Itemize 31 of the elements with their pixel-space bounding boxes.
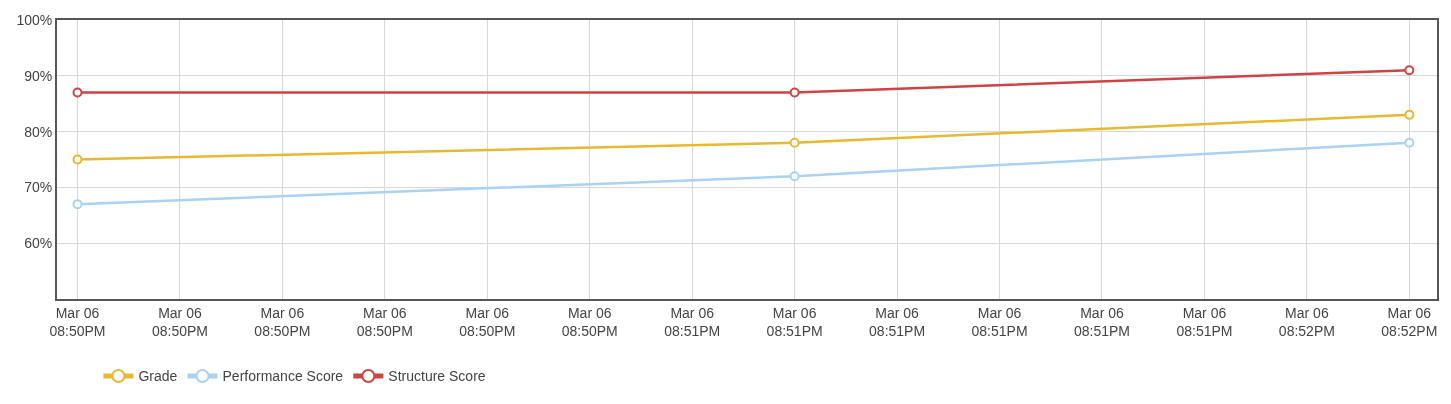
- x-tick-label: Mar 06 08:51PM: [1073, 304, 1131, 339]
- x-tick-label: Mar 06 08:51PM: [971, 304, 1028, 339]
- x-tick-label: Mar 06 08:51PM: [766, 304, 823, 339]
- x-tick-label: Mar 06 08:50PM: [356, 304, 413, 339]
- legend-label: Grade: [138, 368, 178, 385]
- x-tick-label: Mar 06 08:50PM: [151, 304, 208, 339]
- x-tick-label: Mar 06 08:52PM: [1278, 304, 1335, 339]
- point: [1404, 65, 1415, 76]
- y-tick-label: 100%: [16, 11, 53, 28]
- x-tick-label: Mar 06 08:50PM: [49, 304, 106, 339]
- point: [789, 171, 800, 182]
- x-tick-label: Mar 06 08:50PM: [459, 304, 516, 339]
- x-tick-label: Mar 06 08:50PM: [254, 304, 311, 339]
- point: [1404, 109, 1415, 120]
- x-tick-label: Mar 06 08:52PM: [1381, 304, 1438, 339]
- point: [1404, 137, 1415, 148]
- point: [72, 87, 83, 98]
- y-tick-label: 90%: [24, 67, 53, 84]
- x-tick-label: Mar 06 08:51PM: [1176, 304, 1233, 339]
- point: [72, 154, 83, 165]
- legend-label: Performance Score: [222, 368, 344, 385]
- point: [789, 137, 800, 148]
- y-tick-label: 60%: [24, 235, 53, 252]
- x-tick-label: Mar 06 08:50PM: [561, 304, 618, 339]
- point: [72, 199, 83, 210]
- y-tick-label: 70%: [24, 179, 53, 196]
- legend-label: Structure Score: [388, 368, 486, 385]
- y-tick-label: 80%: [24, 123, 53, 140]
- x-tick-label: Mar 06 08:51PM: [869, 304, 926, 339]
- point: [789, 87, 800, 98]
- x-tick-label: Mar 06 08:51PM: [664, 304, 721, 339]
